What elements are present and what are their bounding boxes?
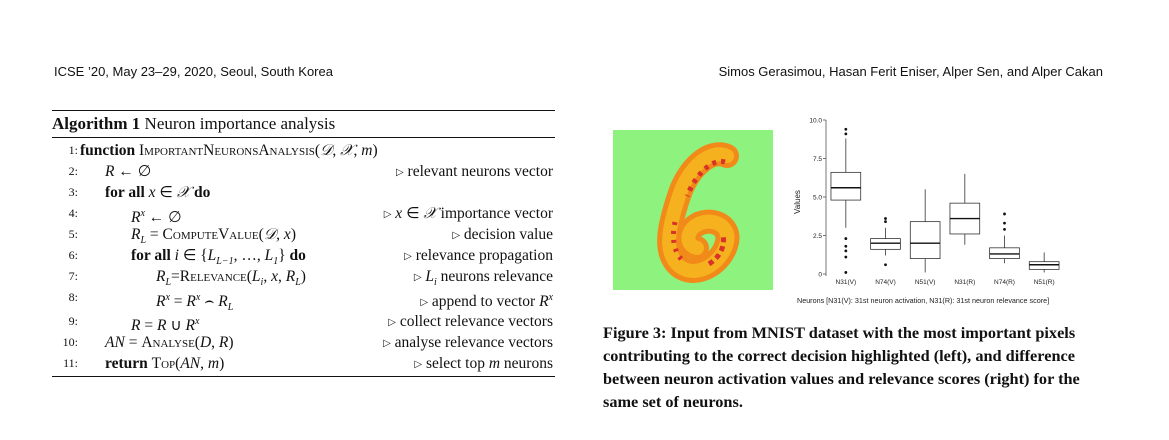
box-N51(R) [1028,252,1060,273]
hot-pixels-right [707,233,726,267]
outlier-point [844,271,848,274]
box-iqr [1028,261,1060,270]
outlier-point [884,263,887,267]
x-tick-label: N51(V) [915,279,936,286]
line-number: 10: [62,335,78,349]
line-comment: ▷ relevant neurons vector [395,163,553,180]
algo-line-2: 2: R ← ∅ ▷ relevant neurons vector [52,161,555,182]
algo-line-1: 1: function ImportantNeuronsAnalysis(𝒟, … [52,140,555,161]
line-statement: Rx ← ∅ [131,208,182,227]
box-N51(V) [909,189,941,273]
outlier-point [1003,221,1006,225]
line-number: 5: [68,227,78,241]
line-comment: ▷ relevance propagation [404,247,553,264]
x-tick-label: N51(R) [1034,279,1055,286]
box-iqr [830,171,862,201]
algorithm-title: Algorithm 1 Neuron importance analysis [52,111,555,137]
algo-line-10: 10: AN = Analyse(D, R) ▷ analyse relevan… [52,332,555,353]
y-tick-label: 0 [818,272,822,279]
figure-caption: Figure 3: Input from MNIST dataset with … [603,323,1080,411]
mnist-digit-image [613,130,773,290]
x-tick-label: N74(R) [994,279,1015,286]
boxplot-chart: 0 2.5 5.0 7.5 10.0 N31(V) N74(V) N51(V) N31(R) N7… [782,112,1102,307]
algo-line-7: 7: RL=Relevance(Li, x, RL) ▷ Li neurons … [52,266,555,288]
box-iqr [909,221,941,259]
y-tick-label: 7.5 [813,156,822,163]
line-number: 3: [68,185,78,199]
algo-line-3: 3: for all x ∈ 𝒳 do [52,182,555,203]
line-number: 7: [68,269,78,283]
line-statement: R ← ∅ [105,163,152,180]
outlier-point [1003,227,1006,231]
y-tick-label: 10.0 [809,118,822,125]
line-statement: return Top(AN, m) [105,355,225,372]
x-tick-label: N31(R) [954,279,975,286]
algorithm-lines: 1: function ImportantNeuronsAnalysis(𝒟, … [52,138,555,376]
x-axis-label: Neurons [N31(V): 31st neuron activation,… [797,296,1049,305]
running-header-authors: Simos Gerasimou, Hasan Ferit Eniser, Alp… [718,64,1103,79]
algo-line-6: 6: for all i ∈ {LL−1, …, L1} do ▷ releva… [52,245,555,267]
algorithm-bottom-rule [52,376,555,377]
line-statement: RL = ComputeValue(𝒟, x) [131,226,296,247]
y-axis-label: Values [793,190,802,214]
line-number: 4: [68,206,78,220]
line-statement: function ImportantNeuronsAnalysis(𝒟, 𝒳, … [80,142,378,159]
line-statement: RL=Relevance(Li, x, RL) [156,268,306,289]
line-statement: for all i ∈ {LL−1, …, L1} do [131,247,306,268]
outlier-point [1003,212,1006,216]
box-N74(V) [870,217,901,267]
line-statement: for all x ∈ 𝒳 do [105,184,211,201]
box-N74(R) [989,212,1020,264]
algo-line-8: 8: Rx = Rx ⌢ RL ▷ append to vector Rx [52,287,555,313]
outlier-point [884,217,887,220]
running-header-venue: ICSE ’20, May 23–29, 2020, Seoul, South … [54,64,333,79]
algo-line-4: 4: Rx ← ∅ ▷ x ∈ 𝒳 importance vector [52,203,555,226]
chart-marks [830,127,1060,274]
line-number: 8: [68,290,78,304]
digit-stroke-mid [662,147,735,278]
algo-line-9: 9: R = R ∪ Rx ▷ collect relevance vector… [52,311,555,334]
y-tick-label: 5.0 [813,195,822,202]
hot-pixels-top [684,159,726,197]
line-number: 1: [68,143,78,157]
algorithm-caption: Neuron importance analysis [144,114,336,133]
algorithm-label: Algorithm 1 [52,114,141,133]
line-number: 9: [68,314,78,328]
x-tick-label: N74(V) [875,279,896,286]
outlier-point [844,132,848,136]
line-number: 11: [63,356,78,370]
outlier-point [844,249,848,253]
box-iqr [989,247,1020,260]
digit-six-heatmap [657,142,740,283]
line-comment: ▷ x ∈ 𝒳 importance vector [383,205,553,222]
outlier-point [844,237,848,240]
line-number: 2: [68,164,78,178]
algo-line-5: 5: RL = ComputeValue(𝒟, x) ▷ decision va… [52,224,555,246]
line-comment: ▷ append to vector Rx [420,292,553,311]
algorithm-top-rule [52,110,555,111]
line-statement: R = R ∪ Rx [131,316,200,335]
line-number: 6: [68,248,78,262]
box-iqr [870,238,901,250]
outlier-point [844,244,848,248]
line-comment: ▷ analyse relevance vectors [383,334,553,351]
outlier-point [844,255,848,259]
outlier-point [884,220,887,224]
line-comment: ▷ Li neurons relevance [413,268,553,289]
box-N31(V) [830,127,862,274]
box-N31(R) [949,173,981,245]
algorithm-mid-rule [52,137,555,138]
algo-line-11: 11: return Top(AN, m) ▷ select top m neu… [52,353,555,374]
boxplot-svg: 0 2.5 5.0 7.5 10.0 N31(V) N74(V) N51(V) N31(R) N7… [793,118,1060,305]
chart-axes: 0 2.5 5.0 7.5 10.0 N31(V) N74(V) N51(V) N31(R) N7… [809,118,1054,287]
algorithm-block: Algorithm 1 Neuron importance analysis 1… [52,110,555,377]
line-statement: Rx = Rx ⌢ RL [156,292,234,314]
y-tick-label: 2.5 [813,233,822,240]
line-statement: AN = Analyse(D, R) [105,334,234,351]
line-comment: ▷ decision value [452,226,553,243]
outlier-point [844,127,848,131]
line-comment: ▷ collect relevance vectors [388,313,553,330]
x-tick-label: N31(V) [836,279,857,286]
line-comment: ▷ select top m neurons [414,355,553,372]
